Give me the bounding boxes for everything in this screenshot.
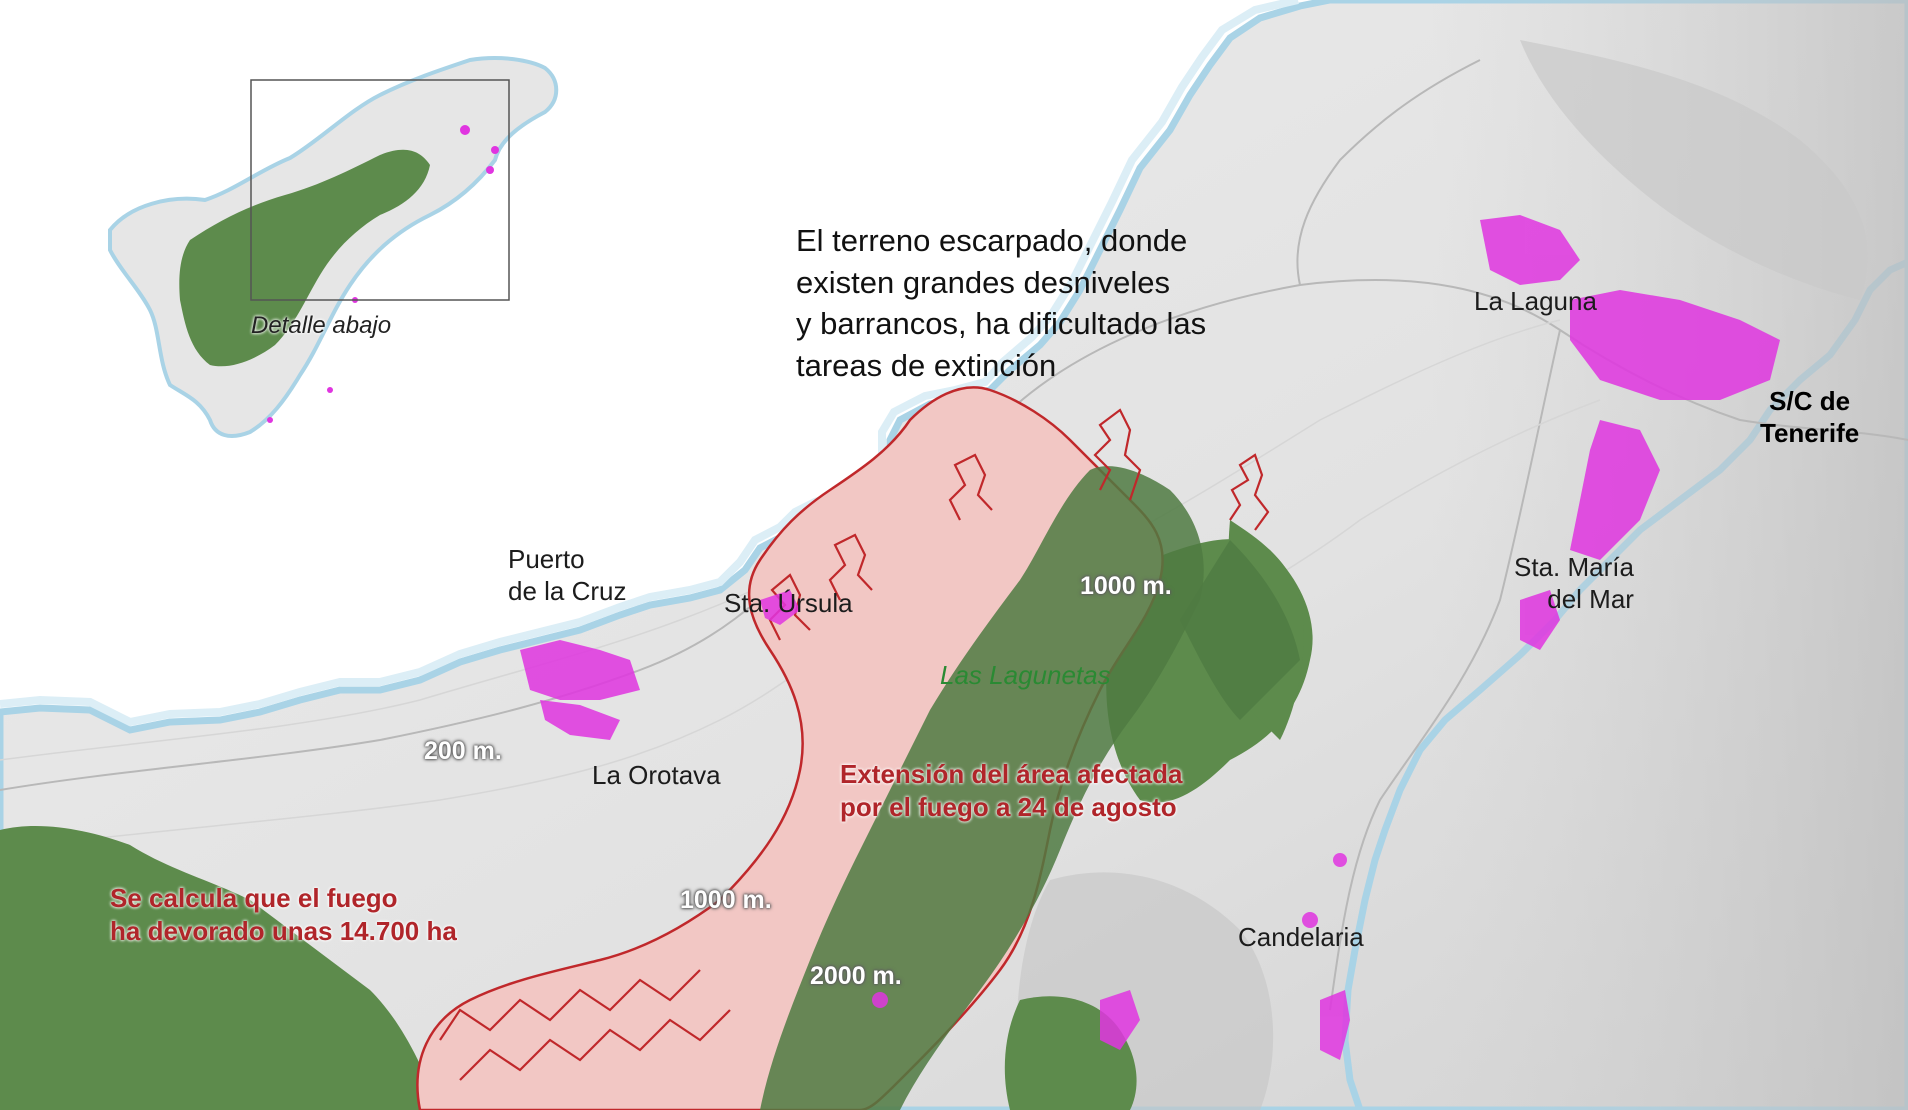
annotation-line: existen grandes desniveles xyxy=(796,264,1170,300)
place-sta-ursula: Sta. Úrsula xyxy=(724,588,853,618)
inset-detail-box xyxy=(250,79,510,301)
altitude-1000-lower: 1000 m. xyxy=(680,886,772,914)
inset-caption: Detalle abajo xyxy=(251,312,392,339)
fire-estimate-label: Se calcula que el fuego ha devorado unas… xyxy=(110,882,457,947)
fire-label-line: por el fuego a 24 de agosto xyxy=(840,791,1177,822)
burned-area xyxy=(416,386,1300,1110)
place-label: del Mar xyxy=(1547,583,1634,614)
fire-label-line: ha devorado unas 14.700 ha xyxy=(110,915,457,946)
place-label: Tenerife xyxy=(1760,417,1860,448)
place-las-lagunetas: Las Lagunetas xyxy=(940,660,1111,690)
place-label: S/C de xyxy=(1769,386,1851,416)
place-label: de la Cruz xyxy=(508,575,627,606)
place-santa-cruz: S/C de Tenerife xyxy=(1760,386,1859,449)
altitude-1000-upper: 1000 m. xyxy=(1080,572,1172,600)
altitude-200: 200 m. xyxy=(424,737,502,765)
annotation-line: El terreno escarpado, donde xyxy=(796,223,1188,258)
annotation-line: y barrancos, ha dificultado las xyxy=(796,306,1207,342)
place-candelaria: Candelaria xyxy=(1238,922,1364,952)
place-la-orotava: La Orotava xyxy=(592,760,721,790)
altitude-2000: 2000 m. xyxy=(810,962,902,990)
coastline-halo xyxy=(0,0,1299,727)
annotation-line: tareas de extinción xyxy=(796,347,1057,383)
place-label: Sta. María xyxy=(1514,552,1634,582)
fire-label-line: Se calcula que el fuego xyxy=(110,883,398,913)
place-puerto-de-la-cruz: Puerto de la Cruz xyxy=(508,544,627,607)
fire-extent-label: Extensión del área afectada por el fuego… xyxy=(840,758,1182,823)
place-label: Puerto xyxy=(508,544,585,574)
inset-map xyxy=(108,56,559,438)
urban-areas xyxy=(520,215,1780,1060)
place-sta-maria-del-mar: Sta. María del Mar xyxy=(1514,552,1634,615)
place-la-laguna: La Laguna xyxy=(1474,286,1597,316)
fire-label-line: Extensión del área afectada xyxy=(840,759,1183,789)
terrain-annotation: El terreno escarpado, donde existen gran… xyxy=(796,220,1206,386)
